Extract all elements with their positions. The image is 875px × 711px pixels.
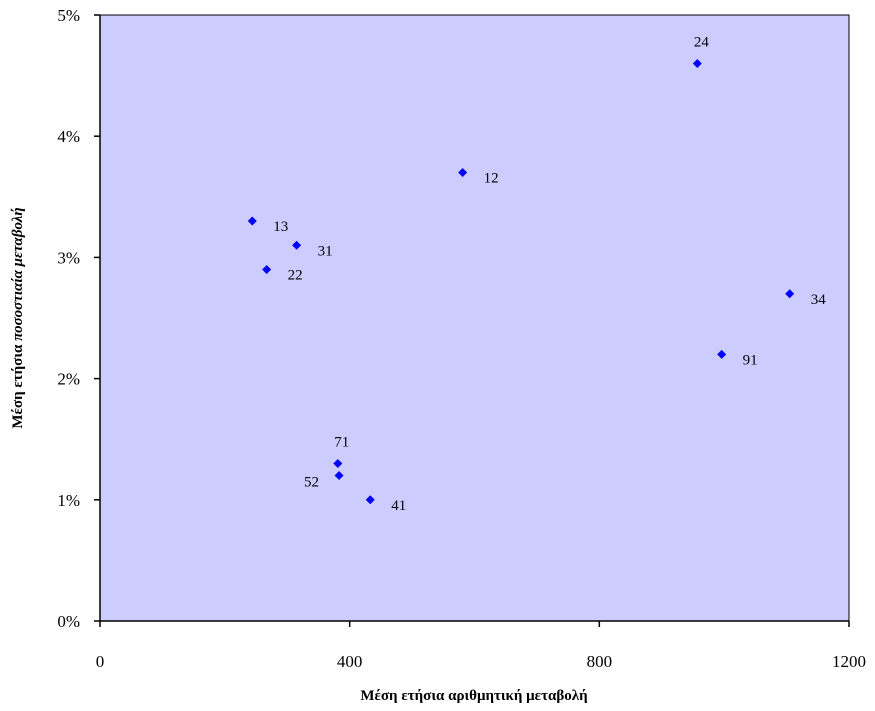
y-tick-label: 1% [57,491,80,510]
data-point-marker [262,265,272,275]
x-tick-label: 1200 [832,652,866,671]
data-point-marker [334,471,344,481]
data-point-label: 12 [484,171,499,187]
data-point-marker [717,349,727,359]
y-tick-label: 0% [57,612,80,631]
data-point-label: 24 [694,34,710,50]
data-point-label: 31 [318,243,333,259]
data-point-label: 52 [304,475,319,491]
data-point-marker [458,168,468,178]
y-axis-title-regular: Μέση ετήσια [10,341,26,429]
data-point-label: 22 [288,268,303,284]
y-tick-label: 2% [57,370,80,389]
data-points: 24 12 13 31 22 34 91 71 52 41 [247,34,827,514]
data-point-label: 71 [334,434,349,450]
data-point-marker [247,216,257,226]
y-axis-title: Μέση ετήσια ποσοστιαία μεταβολή [10,207,26,428]
axes [99,15,849,622]
data-point-marker [292,240,302,250]
data-point-marker [333,458,343,468]
data-point-label: 13 [273,219,288,235]
y-tick-label: 3% [57,248,80,267]
data-point-marker [692,58,702,68]
x-tick-label: 400 [337,652,363,671]
x-axis-title: Μέση ετήσια αριθμητική μεταβολή [360,688,587,704]
x-tick-label: 800 [587,652,613,671]
data-point-label: 91 [743,352,758,368]
data-point-label: 41 [391,498,406,514]
y-axis-title-italic: ποσοστιαία μεταβολή [10,207,26,341]
plot-area [99,14,850,622]
data-point-marker [365,495,375,505]
data-point-marker [785,289,795,299]
x-tick-label: 0 [96,652,105,671]
y-tick-label: 4% [57,127,80,146]
y-tick-label: 5% [57,6,80,25]
data-point-label: 34 [811,292,827,308]
ticks: 0 400 800 1200 0% 1% 2% 3% 4% 5% [57,6,866,671]
